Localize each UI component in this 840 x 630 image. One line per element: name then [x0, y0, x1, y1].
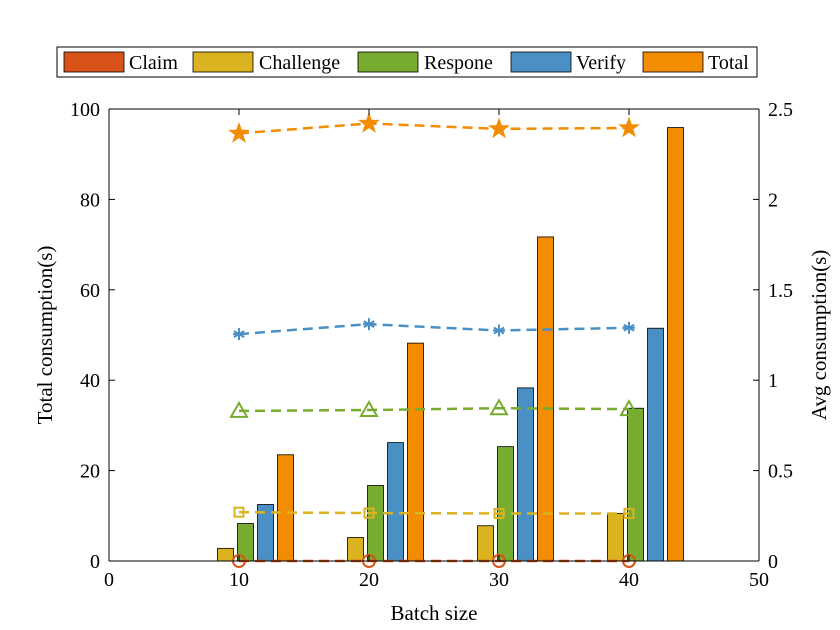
legend-swatch-claim — [63, 51, 125, 73]
x-tick-label: 30 — [489, 569, 509, 591]
legend-label-claim: Claim — [129, 52, 178, 74]
x-tick-label: 50 — [749, 569, 769, 591]
y2-tick-label: 1 — [768, 370, 778, 392]
line-respone-avg — [238, 406, 630, 413]
x-tick-label: 20 — [359, 569, 379, 591]
legend: Claim Challenge Respone Verify Total — [56, 46, 758, 78]
legend-label-challenge: Challenge — [259, 52, 340, 74]
y2-axis-label: Avg consumption(s) — [807, 250, 831, 421]
x-axis-label: Batch size — [391, 601, 478, 625]
bar-verify-20 — [387, 442, 404, 562]
legend-swatch-total — [642, 51, 704, 73]
y-tick-label: 20 — [80, 461, 100, 483]
marker-respone-avg-10 — [229, 400, 249, 418]
y-tick-label: 60 — [80, 280, 100, 302]
bar-respone-40 — [627, 407, 644, 562]
x-tick-label: 0 — [104, 569, 114, 591]
y2-tick-label: 0.5 — [768, 461, 793, 483]
y-tick-label: 40 — [80, 370, 100, 392]
marker-challenge-avg-10 — [233, 506, 245, 518]
legend-label-respone: Respone — [424, 52, 493, 74]
bar-challenge-10 — [217, 547, 234, 562]
marker-total-avg-30 — [488, 117, 510, 139]
marker-total-avg-20 — [358, 111, 380, 133]
marker-challenge-avg-40 — [623, 507, 635, 519]
marker-total-avg-10 — [228, 121, 250, 143]
bar-total-20 — [407, 342, 424, 562]
y-tick-label: 100 — [70, 99, 100, 121]
marker-respone-avg-20 — [359, 400, 379, 418]
y2-tick-label: 2 — [768, 189, 778, 211]
y2-tick-label: 0 — [768, 551, 778, 573]
y-tick-label: 0 — [90, 551, 100, 573]
y-tick-label: 80 — [80, 189, 100, 211]
y2-tick-label: 2.5 — [768, 99, 793, 121]
bar-challenge-20 — [347, 537, 364, 562]
legend-label-total: Total — [708, 52, 749, 74]
marker-total-avg-40 — [618, 116, 640, 138]
marker-challenge-avg-20 — [363, 507, 375, 519]
marker-verify-avg-40 — [623, 321, 635, 334]
marker-verify-avg-30 — [493, 324, 505, 337]
y2-tick-label: 1.5 — [768, 280, 793, 302]
y-axis-label: Total consumption(s) — [33, 246, 57, 425]
bar-verify-40 — [647, 327, 664, 562]
marker-challenge-avg-30 — [493, 507, 505, 519]
bar-respone-20 — [367, 485, 384, 562]
legend-swatch-verify — [510, 51, 572, 73]
legend-swatch-challenge — [192, 51, 254, 73]
legend-swatch-respone — [357, 51, 419, 73]
marker-respone-avg-40 — [619, 399, 639, 417]
line-challenge-avg — [238, 510, 629, 515]
bar-challenge-30 — [477, 525, 494, 562]
x-tick-label: 40 — [619, 569, 639, 591]
bar-challenge-40 — [607, 513, 624, 562]
bar-verify-30 — [517, 387, 534, 562]
marker-verify-avg-10 — [233, 328, 245, 341]
marker-verify-avg-20 — [363, 318, 375, 331]
legend-label-verify: Verify — [576, 52, 626, 74]
x-tick-label: 10 — [229, 569, 249, 591]
marker-respone-avg-30 — [489, 398, 509, 416]
bar-total-40 — [667, 127, 684, 562]
line-verify-avg — [238, 322, 630, 336]
bar-respone-30 — [497, 446, 514, 562]
bar-total-10 — [277, 454, 294, 562]
line-total-avg — [238, 122, 630, 135]
